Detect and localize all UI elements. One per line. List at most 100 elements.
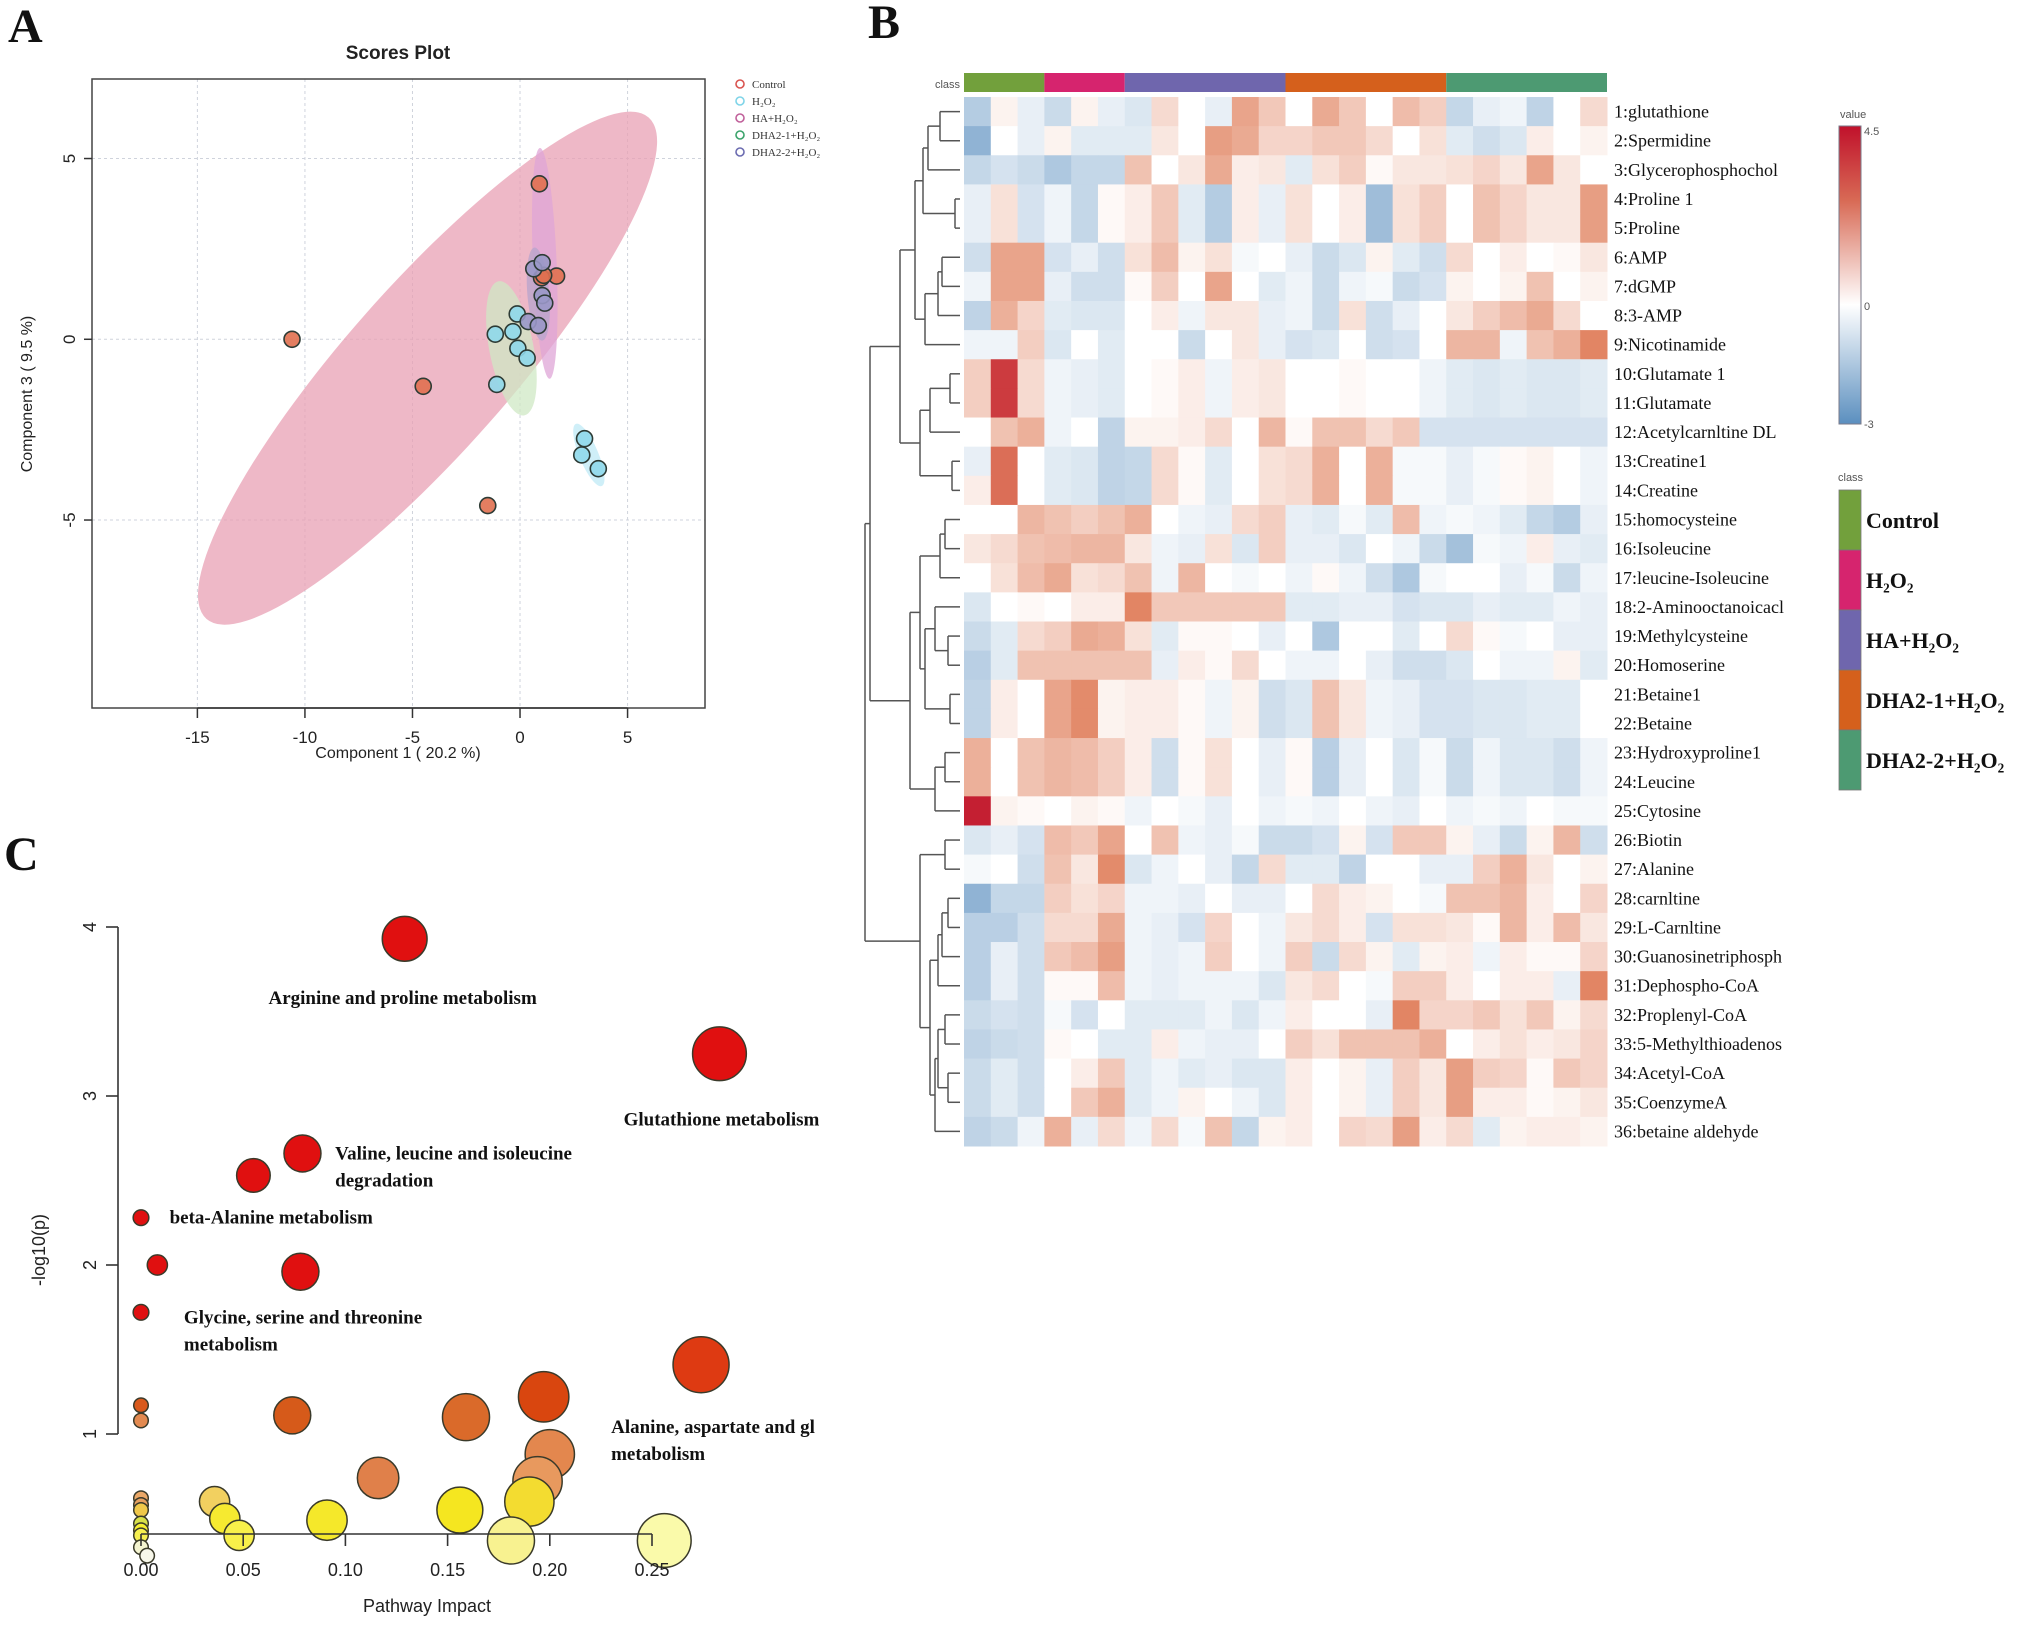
heatmap-cell [1580, 738, 1608, 768]
heatmap-cell [1526, 155, 1554, 185]
heatmap-cell [1392, 563, 1420, 593]
heatmap-cell [1151, 534, 1179, 564]
heatmap-cell [1553, 971, 1581, 1001]
heatmap-cell [990, 854, 1019, 885]
heatmap-cell [1097, 563, 1126, 593]
heatmap-cell [964, 271, 992, 302]
heatmap-cell [1473, 825, 1501, 856]
legend-label: DHA2-2+H₂O₂ [752, 147, 820, 159]
class-bar-ha-h2o2 [1124, 73, 1286, 92]
heatmap-cell [1178, 330, 1206, 360]
heatmap-cell [1178, 1058, 1206, 1089]
heatmap-cell [1419, 1116, 1447, 1147]
heatmap-cell [1580, 155, 1608, 185]
heatmap-cell [1339, 126, 1367, 156]
heatmap-cell [1017, 883, 1045, 914]
heatmap-cell [1231, 475, 1260, 506]
heatmap-cell [1231, 592, 1260, 622]
heatmap-cell [1339, 184, 1367, 215]
heatmap-cell [1419, 388, 1447, 419]
heatmap-cell [1285, 650, 1313, 681]
heatmap-cell [964, 1116, 992, 1147]
heatmap-cell [1151, 650, 1179, 681]
heatmap-cell [1419, 534, 1447, 564]
heatmap-cell [1231, 155, 1260, 185]
heatmap-cell [1231, 621, 1260, 652]
heatmap-cell [1151, 300, 1179, 331]
heatmap-cell [1124, 592, 1153, 622]
heatmap-cell [1553, 1029, 1581, 1060]
heatmap-cell [1124, 1058, 1153, 1089]
heatmap-cell [1392, 213, 1420, 244]
heatmap-cell [1097, 1087, 1126, 1118]
heatmap-cell [1231, 738, 1260, 768]
heatmap-cell [1205, 97, 1233, 127]
heatmap-cell [1124, 621, 1153, 652]
heatmap-cell [1339, 1029, 1367, 1060]
legend-label: Control [752, 79, 786, 91]
legend-marker [735, 147, 745, 157]
heatmap-cell [1097, 621, 1126, 652]
heatmap-cell [1071, 708, 1099, 739]
heatmap-cell [1580, 97, 1608, 127]
heatmap-cell [1097, 650, 1126, 681]
heatmap-cell [1097, 155, 1126, 185]
heatmap-cell [1553, 534, 1581, 564]
heatmap-cell [1499, 708, 1528, 739]
heatmap-cell [1365, 942, 1394, 972]
heatmap-cell [1580, 563, 1608, 593]
heatmap-cell [1285, 1087, 1313, 1118]
heatmap-cell [1339, 621, 1367, 652]
heatmap-cell [1392, 796, 1420, 826]
heatmap-cell [1258, 388, 1286, 419]
heatmap-cell [1285, 1029, 1313, 1060]
heatmap-cell [1258, 475, 1286, 506]
heatmap-cell [1151, 97, 1179, 127]
heatmap-cell [1419, 650, 1447, 681]
row-label: 35:CoenzymeA [1614, 1092, 1727, 1112]
class-legend-label: H₂O₂ [1866, 568, 1914, 593]
y-tick-label: -5 [60, 512, 79, 527]
heatmap-cell [1365, 213, 1394, 244]
heatmap-cell [1017, 475, 1045, 506]
heatmap-cell [1097, 184, 1126, 215]
heatmap-cell [1151, 213, 1179, 244]
heatmap-cell [1312, 97, 1340, 127]
heatmap-cell [1071, 563, 1099, 593]
heatmap-cell [1258, 650, 1286, 681]
heatmap-cell [1044, 184, 1072, 215]
heatmap-cell [1339, 1087, 1367, 1118]
row-label: 1:glutathione [1614, 102, 1709, 122]
heatmap-cell [1553, 446, 1581, 477]
heatmap-cell [1178, 708, 1206, 739]
heatmap-cell [1312, 825, 1340, 856]
pathway-bubble [235, 1157, 271, 1193]
heatmap-cell [1446, 242, 1474, 273]
panel-label-a: A [8, 0, 43, 53]
x-tick-label: 0.05 [226, 1560, 261, 1580]
heatmap-cell [1205, 300, 1233, 331]
pathway-annotation: Glycine, serine and threonine [184, 1307, 422, 1328]
heatmap-cell [1178, 650, 1206, 681]
heatmap-cell [1312, 504, 1340, 535]
heatmap-cell [1419, 1058, 1447, 1089]
heatmap-cell [1553, 417, 1581, 448]
heatmap-cell [1258, 1058, 1286, 1089]
heatmap-cell [1097, 475, 1126, 506]
heatmap-cell [1419, 300, 1447, 331]
heatmap-cell [1258, 359, 1286, 389]
heatmap-cell [1097, 504, 1126, 535]
heatmap-cell [1151, 767, 1179, 797]
row-label: 28:carnltine [1614, 888, 1700, 908]
heatmap-cell [1392, 650, 1420, 681]
heatmap-cell [1580, 1000, 1608, 1030]
heatmap-cell [1071, 534, 1099, 564]
heatmap-cell [1553, 942, 1581, 972]
heatmap-cell [1526, 912, 1554, 943]
heatmap-cell [1499, 417, 1528, 448]
heatmap-cell [1044, 563, 1072, 593]
heatmap-cell [1499, 504, 1528, 535]
heatmap-cell [1097, 1000, 1126, 1030]
x-tick-label: 0.00 [123, 1560, 158, 1580]
heatmap-cell [1446, 796, 1474, 826]
